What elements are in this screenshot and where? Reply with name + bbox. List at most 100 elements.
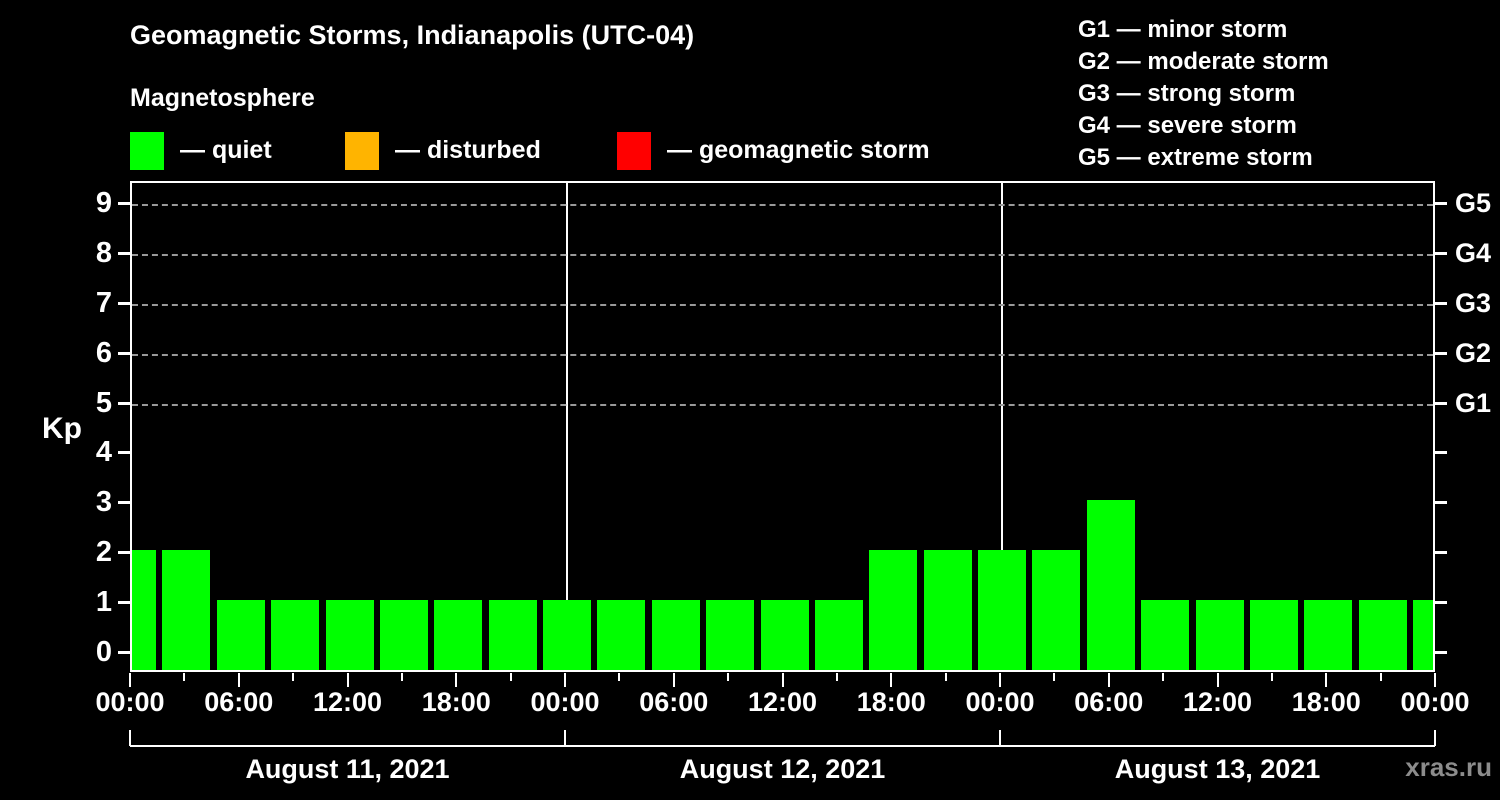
right-axis-tick [1435, 551, 1447, 555]
kp-bar [597, 600, 646, 670]
g-legend-item: G5 — extreme storm [1078, 144, 1313, 171]
x-axis-major-tick [672, 673, 675, 687]
x-axis-major-tick [1216, 673, 1219, 687]
g-tick-label: G5 [1455, 187, 1492, 218]
x-tick-label: 12:00 [1182, 687, 1253, 717]
plot-area [130, 181, 1435, 672]
y-axis-tick [118, 351, 130, 355]
disturbed-color-swatch [345, 132, 379, 170]
y-axis-tick [118, 201, 130, 205]
x-axis-minor-tick [183, 673, 186, 681]
y-tick-label: 8 [95, 236, 112, 269]
kp-bar [162, 550, 211, 670]
kp-bar [706, 600, 755, 670]
date-bracket-tick [999, 730, 1001, 746]
g-tick-label: G1 [1455, 387, 1492, 418]
x-tick-label: 06:00 [639, 687, 709, 717]
x-tick-label: 18:00 [1291, 687, 1361, 717]
chart-title: Geomagnetic Storms, Indianapolis (UTC-04… [130, 20, 695, 50]
g-tick-label: G2 [1455, 337, 1492, 368]
quiet-color-swatch [130, 132, 164, 170]
y-tick-label: 9 [95, 186, 112, 219]
geomagnetic-storm-legend-label: — geomagnetic storm [667, 136, 930, 164]
kp-bar [216, 600, 265, 670]
x-tick-label: 06:00 [204, 687, 274, 717]
kp-bar [869, 550, 918, 670]
kp-bar [814, 600, 863, 670]
date-bracket-tick [1434, 730, 1436, 746]
y-axis-tick [118, 551, 130, 555]
right-axis-tick [1435, 651, 1447, 654]
x-tick-label: 18:00 [421, 687, 491, 717]
day-divider [1001, 183, 1003, 670]
x-axis-minor-tick [835, 673, 838, 681]
x-axis-minor-tick [944, 673, 947, 681]
gridline-kp-5 [132, 403, 1433, 406]
x-tick-label: 00:00 [95, 687, 165, 717]
y-tick-label: 0 [95, 636, 112, 668]
x-axis-minor-tick [1053, 673, 1056, 681]
x-tick-label: 00:00 [1400, 687, 1470, 717]
kp-bar [1249, 600, 1298, 670]
x-axis-minor-tick [618, 673, 621, 681]
x-axis-major-tick [1107, 673, 1110, 687]
y-axis-tick [118, 301, 130, 305]
x-axis-minor-tick [509, 673, 512, 681]
date-label: August 12, 2021 [679, 754, 886, 784]
kp-bar [1304, 600, 1353, 670]
kp-bar [1413, 600, 1433, 670]
day-divider [566, 183, 568, 670]
watermark: xras.ru [1405, 752, 1492, 782]
kp-bar [1086, 500, 1135, 670]
x-axis-major-tick [564, 673, 566, 687]
kp-bar [1358, 600, 1407, 670]
right-axis-tick [1435, 251, 1447, 255]
y-tick-label: 3 [95, 486, 112, 519]
x-tick-label: 00:00 [965, 687, 1035, 717]
right-axis-tick [1435, 451, 1447, 455]
kp-bar [325, 600, 374, 670]
y-tick-label: 5 [95, 386, 112, 419]
x-tick-label: 18:00 [856, 687, 926, 717]
date-bracket-line [130, 745, 1435, 747]
x-axis-minor-tick [400, 673, 403, 681]
y-tick-label: 1 [95, 586, 112, 619]
x-axis-major-tick [129, 673, 131, 687]
x-axis-major-tick [781, 673, 784, 687]
g-legend-item: G1 — minor storm [1078, 16, 1288, 43]
x-axis-minor-tick [727, 673, 730, 681]
date-label: August 13, 2021 [1114, 754, 1321, 784]
y-axis-tick [118, 251, 130, 255]
x-axis-major-tick [890, 673, 893, 687]
x-tick-label: 06:00 [1074, 687, 1144, 717]
kp-bar [760, 600, 809, 670]
y-tick-label: 2 [95, 536, 112, 569]
kp-bar [1141, 600, 1190, 670]
kp-bar [271, 600, 320, 670]
kp-state-legend: — quiet — disturbed — geomagnetic storm [0, 130, 1500, 174]
g-legend-item: G2 — moderate storm [1078, 48, 1329, 75]
g-tick-label: G3 [1455, 287, 1492, 318]
kp-bar [1195, 600, 1244, 670]
y-axis-tick [118, 651, 130, 654]
y-axis-tick [118, 601, 130, 605]
g-tick-label: G4 [1455, 237, 1492, 268]
x-axis-minor-tick [1270, 673, 1273, 681]
kp-bar [132, 550, 156, 670]
kp-bar [923, 550, 972, 670]
x-axis-major-tick [1325, 673, 1328, 687]
kp-bar [543, 600, 591, 670]
x-tick-label: 12:00 [312, 687, 383, 717]
kp-bar [488, 600, 537, 670]
date-bracket-tick [564, 730, 566, 746]
x-axis-minor-tick [1162, 673, 1165, 681]
y-tick-label: 7 [95, 286, 112, 319]
kp-bar [978, 550, 1026, 670]
right-axis-tick [1435, 301, 1447, 305]
y-tick-label: 6 [95, 336, 112, 369]
kp-bar [434, 600, 483, 670]
y-axis-tick [118, 401, 130, 405]
g-legend-item: G3 — strong storm [1078, 80, 1296, 107]
x-axis-minor-tick [1379, 673, 1382, 681]
